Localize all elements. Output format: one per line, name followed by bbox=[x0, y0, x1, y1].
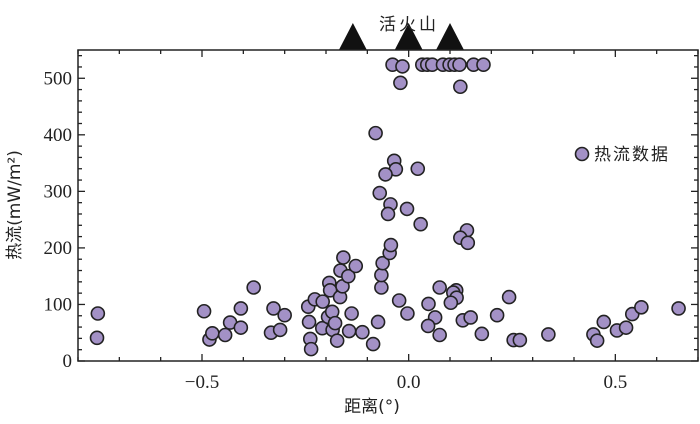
data-point bbox=[348, 258, 364, 274]
data-point bbox=[410, 161, 426, 177]
axis-ticks bbox=[77, 50, 699, 362]
y-tick-label: 100 bbox=[44, 294, 73, 315]
data-point bbox=[460, 235, 476, 251]
data-point bbox=[421, 296, 436, 312]
y-tick-label: 200 bbox=[44, 238, 73, 259]
data-point bbox=[413, 216, 428, 232]
x-tick-labels: −0.5 0.0 0.5 bbox=[185, 372, 627, 393]
legend-label: 热流数据 bbox=[594, 145, 670, 165]
x-tick-label: 0.0 bbox=[397, 372, 421, 393]
data-point bbox=[395, 59, 410, 74]
data-point bbox=[315, 294, 330, 309]
data-point bbox=[272, 322, 288, 338]
y-axis-title: 热流(mW/m²) bbox=[5, 150, 25, 260]
data-point bbox=[634, 299, 649, 315]
data-point bbox=[452, 57, 467, 73]
data-point bbox=[432, 280, 447, 295]
data-points bbox=[89, 57, 686, 357]
data-point bbox=[393, 75, 408, 91]
data-point bbox=[196, 303, 212, 319]
data-point bbox=[501, 289, 517, 305]
legend-marker bbox=[574, 146, 590, 162]
volcano-annotation-label: 活火山 bbox=[379, 15, 439, 35]
data-point bbox=[233, 320, 249, 335]
y-tick-label: 0 bbox=[63, 351, 73, 372]
data-point bbox=[453, 79, 468, 95]
data-point bbox=[303, 341, 319, 357]
data-point bbox=[277, 307, 292, 323]
data-point bbox=[375, 255, 390, 271]
data-point bbox=[671, 301, 686, 316]
data-point bbox=[380, 206, 396, 222]
y-tick-label: 500 bbox=[44, 68, 73, 89]
data-point bbox=[618, 320, 634, 335]
data-point bbox=[476, 57, 491, 73]
data-point bbox=[541, 327, 556, 342]
x-tick-label: 0.5 bbox=[603, 372, 627, 393]
data-point bbox=[463, 310, 478, 325]
data-point bbox=[596, 314, 612, 330]
y-tick-label: 300 bbox=[44, 181, 73, 202]
volcano-markers bbox=[338, 23, 464, 50]
data-point bbox=[329, 333, 345, 348]
data-point bbox=[378, 167, 393, 182]
data-point bbox=[370, 314, 386, 330]
data-point bbox=[474, 326, 490, 342]
data-point bbox=[89, 330, 105, 346]
data-point bbox=[365, 336, 381, 352]
data-point bbox=[399, 201, 415, 217]
y-tick-labels: 0 100 200 300 400 500 bbox=[44, 68, 73, 372]
data-point bbox=[246, 280, 261, 295]
data-point bbox=[489, 307, 505, 323]
data-point bbox=[372, 185, 388, 201]
data-point bbox=[443, 295, 459, 311]
data-point bbox=[266, 301, 281, 316]
data-point bbox=[355, 324, 370, 340]
legend: 热流数据 bbox=[574, 145, 670, 165]
y-tick-label: 400 bbox=[44, 125, 73, 146]
data-point bbox=[344, 306, 359, 321]
x-axis-title: 距离(°) bbox=[344, 397, 400, 417]
data-point bbox=[90, 306, 106, 321]
x-tick-label: −0.5 bbox=[185, 372, 219, 393]
volcano-triangle-icon bbox=[394, 23, 423, 50]
data-point bbox=[336, 250, 351, 265]
data-point bbox=[341, 323, 357, 339]
data-point bbox=[205, 325, 220, 341]
data-point bbox=[368, 125, 383, 141]
data-point bbox=[301, 314, 317, 330]
data-point bbox=[217, 327, 233, 343]
data-point bbox=[391, 293, 407, 308]
data-point bbox=[327, 315, 343, 331]
data-point bbox=[341, 268, 356, 284]
volcano-triangle-icon bbox=[338, 23, 367, 50]
volcano-triangle-icon bbox=[436, 23, 464, 50]
data-point bbox=[374, 267, 389, 283]
data-point bbox=[512, 332, 528, 348]
plot-frame bbox=[77, 49, 699, 362]
data-point bbox=[420, 318, 436, 334]
data-point bbox=[589, 333, 605, 348]
data-point bbox=[432, 327, 447, 343]
data-point bbox=[400, 306, 415, 321]
data-point bbox=[383, 237, 399, 253]
data-point bbox=[233, 301, 249, 316]
data-point bbox=[374, 280, 389, 295]
